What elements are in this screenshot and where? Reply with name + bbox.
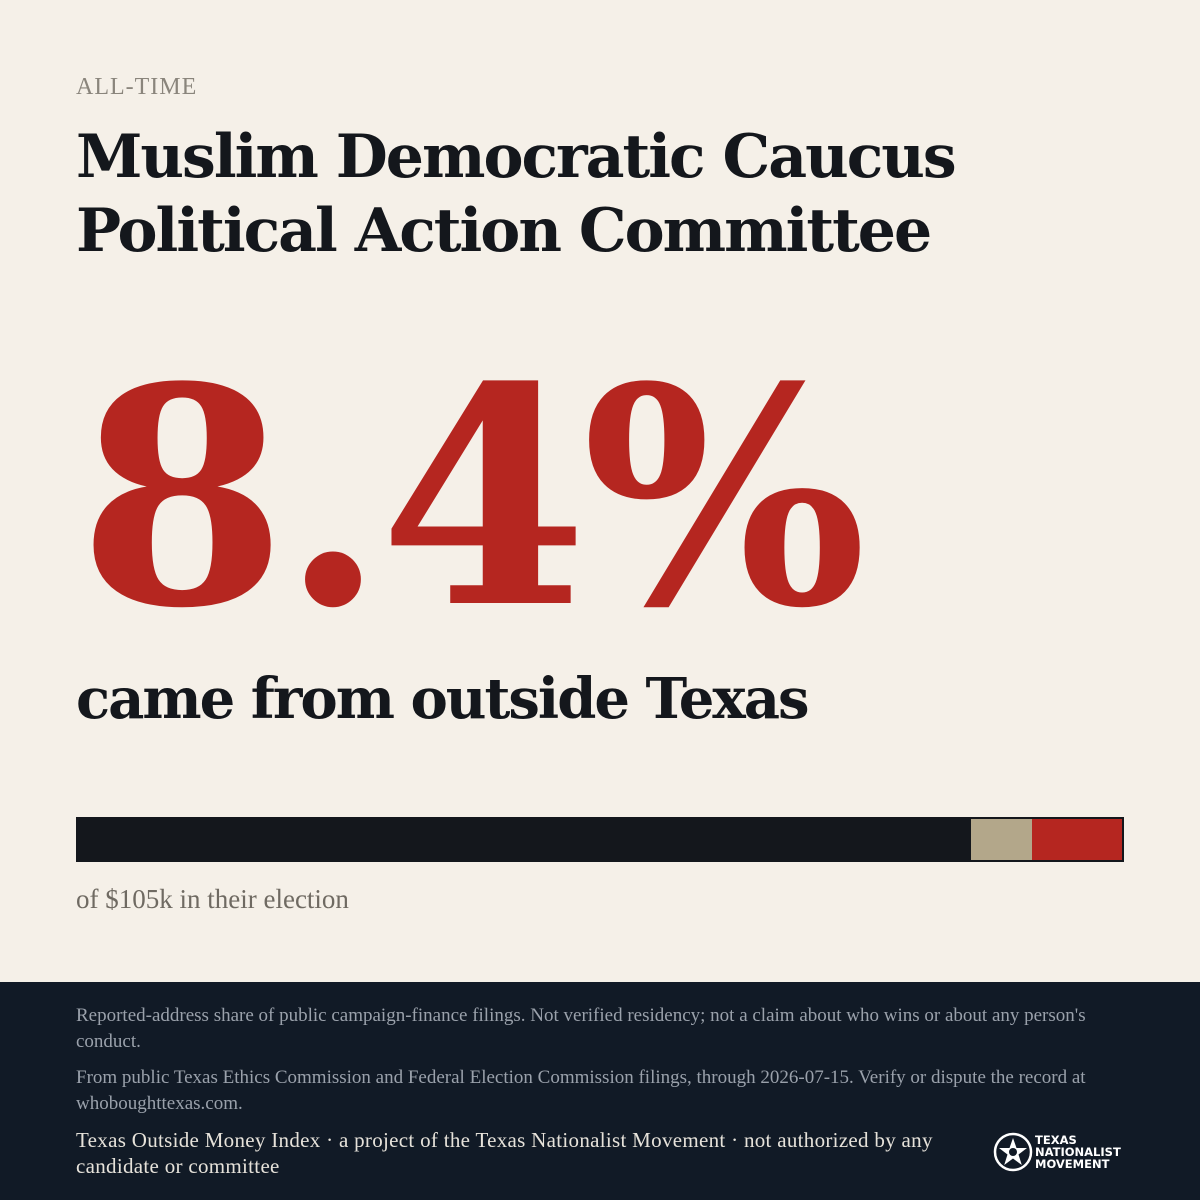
logo-line-2: NATIONALIST: [1035, 1145, 1121, 1159]
share-bar: [76, 817, 1124, 862]
headline-percentage: 8.4%: [78, 321, 867, 674]
star-seal-icon: [993, 1132, 1033, 1172]
tnm-logo: TEXAS NATIONALIST MOVEMENT: [993, 1131, 1121, 1173]
headline-subtitle: came from outside Texas: [76, 666, 810, 732]
title-line-2: Political Action Committee: [76, 196, 932, 266]
logo-line-3: MOVEMENT: [1035, 1157, 1110, 1171]
attribution: Texas Outside Money Index · a project of…: [76, 1128, 933, 1178]
title-line-1: Muslim Democratic Caucus: [76, 122, 957, 192]
time-range-label: ALL-TIME: [76, 74, 198, 100]
main-panel: ALL-TIME Muslim Democratic Caucus Politi…: [76, 74, 1124, 914]
logo-wordmark: TEXAS NATIONALIST MOVEMENT: [1035, 1134, 1121, 1170]
source-note: From public Texas Ethics Commission and …: [76, 1067, 1086, 1114]
share-bar-segment-1: [78, 819, 971, 860]
page-title: Muslim Democratic Caucus Political Actio…: [76, 120, 1076, 268]
disclaimer-note: Reported-address share of public campaig…: [76, 1005, 1086, 1052]
logo-line-1: TEXAS: [1035, 1133, 1077, 1147]
share-bar-segment-2: [970, 819, 1033, 860]
share-bar-segment-3: [1032, 819, 1122, 860]
bar-caption: of $105k in their election: [76, 884, 349, 914]
